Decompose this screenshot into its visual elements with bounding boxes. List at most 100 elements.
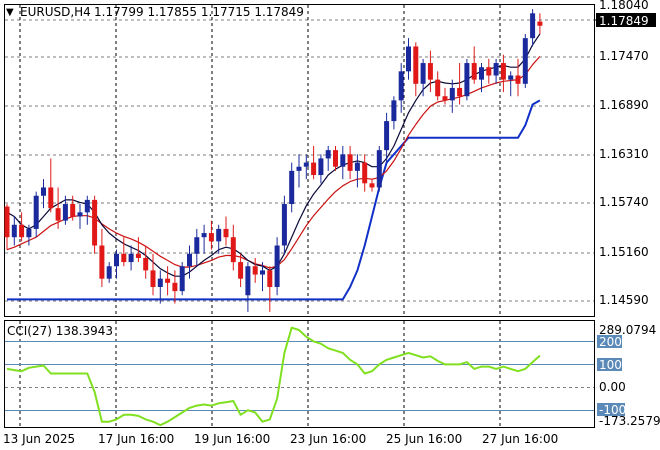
candle-body <box>252 266 258 275</box>
candle-body <box>376 150 382 188</box>
candle-body <box>325 150 331 159</box>
price-tick: 1.16890 <box>599 98 649 112</box>
candle-body <box>165 278 171 283</box>
candle-body <box>267 270 273 287</box>
candle-body <box>135 253 141 258</box>
candle-body <box>311 162 317 176</box>
candle-body <box>245 266 251 296</box>
candle-body <box>537 21 543 26</box>
candle-body <box>449 87 455 101</box>
price-tick: 1.17470 <box>599 49 649 63</box>
time-tick: 27 Jun 16:00 <box>482 432 558 446</box>
candle-body <box>515 75 521 84</box>
trend-series <box>7 99 541 301</box>
candle-body <box>208 233 214 242</box>
candle-body <box>340 154 346 167</box>
candle-body <box>522 38 528 84</box>
candle-body <box>296 166 302 171</box>
time-tick: 23 Jun 16:00 <box>290 432 366 446</box>
candle-body <box>41 187 46 196</box>
candle-body <box>391 100 397 122</box>
candle-body <box>106 266 112 279</box>
candle-body <box>406 46 411 72</box>
current-price-tag: 1.17849 <box>596 13 656 28</box>
candle-body <box>479 67 484 80</box>
candle-body <box>420 63 426 84</box>
time-tick: 19 Jun 16:00 <box>194 432 270 446</box>
price-tick: 1.16310 <box>599 147 649 161</box>
cci-axis: 289.0794 200 100 0.00 -100 -173.2579 <box>597 323 660 428</box>
price-tick: 1.15740 <box>599 195 649 209</box>
cci-line <box>6 326 541 427</box>
candle-body <box>508 75 514 80</box>
candle-body <box>442 96 448 101</box>
cci-levels <box>5 341 594 411</box>
candle-body <box>114 253 119 267</box>
candle-body <box>194 237 200 254</box>
candle-body <box>260 270 265 275</box>
candle-body <box>500 63 506 80</box>
candle-body <box>223 228 229 238</box>
symbol-timeframe: EURUSD,H4 <box>20 5 91 19</box>
candle-body <box>486 67 492 76</box>
candle-body <box>84 199 90 213</box>
candle-body <box>493 63 499 76</box>
candle-body <box>530 13 536 39</box>
candle-body <box>230 237 236 263</box>
cci-tick: -173.2579 <box>599 414 660 428</box>
candle-body <box>33 195 39 229</box>
cci-tick: 100 <box>599 358 622 372</box>
candle-body <box>457 87 463 97</box>
candle-body <box>347 154 353 171</box>
candle-body <box>187 253 192 267</box>
candle-body <box>201 233 207 238</box>
candle-body <box>19 224 25 238</box>
candle-body <box>4 206 10 238</box>
candle-body <box>362 162 368 184</box>
candle-body <box>318 158 324 176</box>
candle-body <box>281 204 287 246</box>
cci-tick: 0.00 <box>599 380 626 394</box>
time-axis: 13 Jun 2025 17 Jun 16:00 19 Jun 16:00 23… <box>3 432 558 446</box>
candle-body <box>70 204 76 217</box>
candle-body <box>274 245 280 287</box>
candle-body <box>413 46 419 84</box>
time-tick: 13 Jun 2025 <box>3 432 75 446</box>
cci-tick: -100 <box>599 403 626 417</box>
candle-body <box>48 187 54 209</box>
candle-body <box>121 253 127 263</box>
cci-tick: 289.0794 <box>599 323 656 337</box>
candle-body <box>143 257 149 271</box>
candle-body <box>150 270 156 287</box>
candle-body <box>77 212 83 217</box>
candle-body <box>26 228 32 238</box>
current-price-label: 1.17849 <box>599 14 649 28</box>
candle-body <box>427 63 433 80</box>
trend-line <box>7 99 541 301</box>
candle-body <box>369 183 375 188</box>
price-tick: 1.14590 <box>599 293 649 307</box>
candle-body <box>62 204 68 221</box>
candle-body <box>289 170 295 205</box>
candle-body <box>398 71 404 101</box>
candles <box>4 9 543 312</box>
candle-body <box>354 162 360 171</box>
time-tick: 25 Jun 16:00 <box>386 432 462 446</box>
candle-body <box>303 162 309 167</box>
collapse-arrow-icon[interactable]: ▼ <box>6 7 14 18</box>
candle-body <box>333 150 338 167</box>
cci-tick: 200 <box>599 335 622 349</box>
candle-body <box>384 121 390 151</box>
time-tick: 17 Jun 16:00 <box>98 432 174 446</box>
candle-body <box>55 208 61 221</box>
candle-body <box>92 199 98 246</box>
price-axis: 1.18040 1.17470 1.16890 1.16310 1.15740 … <box>595 0 649 307</box>
cci-panel-frame <box>4 320 595 428</box>
candle-body <box>216 228 222 242</box>
price-tick: 1.18040 <box>599 0 649 12</box>
candle-body <box>179 266 185 292</box>
candle-body <box>157 278 163 287</box>
candle-body <box>435 79 441 97</box>
